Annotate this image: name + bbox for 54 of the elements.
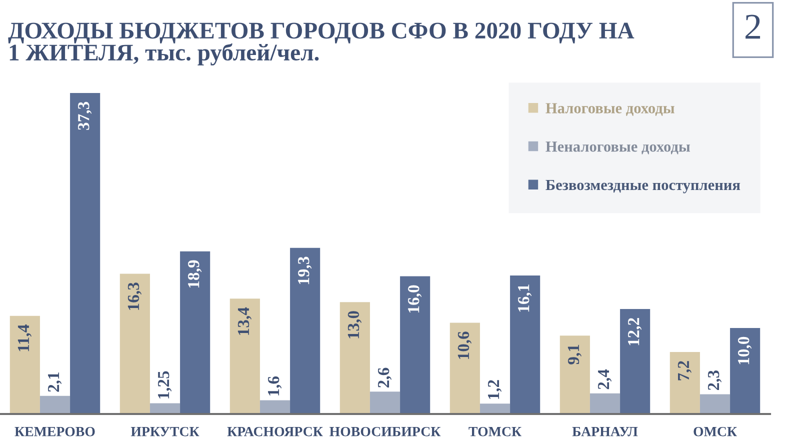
data-label: 16,1 [518, 284, 532, 312]
x-tick-label: ОМСК [694, 426, 737, 436]
bar [70, 93, 100, 414]
bar [590, 393, 620, 414]
data-label: 10,6 [458, 332, 472, 359]
data-label: 37,3 [78, 102, 92, 130]
bar [510, 275, 540, 414]
bar [700, 394, 730, 414]
bar [120, 274, 150, 414]
bar [480, 404, 510, 414]
data-label: 9,1 [568, 344, 582, 364]
chart-title: ДОХОДЫ БЮДЖЕТОВ ГОРОДОВ СФО В 2020 ГОДУ НА 1 ЖИТЕЛЯ, тыс. рублей/чел. [8, 22, 634, 66]
bar [400, 276, 430, 414]
data-label: 2,6 [378, 368, 392, 388]
bar [40, 396, 70, 414]
data-label: 18,9 [188, 260, 202, 288]
data-label: 13,0 [348, 311, 362, 338]
bar [620, 309, 650, 414]
x-tick-label: ИРКУТСК [130, 426, 200, 436]
bar [150, 403, 180, 414]
x-tick-label: НОВОСИБИРСК [330, 426, 441, 436]
legend-label: Безвозмездные поступления [546, 180, 740, 194]
data-label: 1,25 [158, 371, 172, 398]
legend-label: Неналоговые доходы [546, 142, 690, 154]
data-label: 2,1 [48, 372, 62, 392]
bar [340, 302, 370, 414]
data-label: 12,2 [628, 318, 642, 346]
bar [670, 352, 700, 414]
data-label: 7,2 [678, 361, 692, 380]
bar [10, 316, 40, 414]
bar [370, 392, 400, 414]
data-label: 10,0 [738, 336, 752, 364]
x-tick-label: КЕМЕРОВО [14, 426, 95, 436]
bar [230, 298, 260, 414]
legend-label: Налоговые доходы [546, 103, 674, 116]
data-label: 11,4 [18, 324, 32, 352]
bar [290, 248, 320, 414]
data-label: 1,6 [268, 376, 282, 396]
bar [260, 400, 290, 414]
bar [180, 251, 210, 414]
data-label: 16,0 [408, 285, 422, 312]
x-tick-label: ТОМСК [468, 426, 522, 436]
data-label: 2,3 [708, 370, 722, 390]
bar [560, 336, 590, 414]
x-tick-label: БАРНАУЛ [572, 426, 638, 436]
text: 2 [746, 14, 760, 39]
data-label: 2,4 [598, 369, 612, 390]
bar [450, 322, 480, 414]
x-tick-label: КРАСНОЯРСК [227, 426, 323, 436]
data-label: 19,3 [298, 256, 312, 284]
data-label: 13,4 [238, 307, 252, 335]
data-label: 1,2 [488, 380, 502, 399]
data-label: 16,3 [128, 282, 142, 310]
bar [730, 328, 760, 414]
